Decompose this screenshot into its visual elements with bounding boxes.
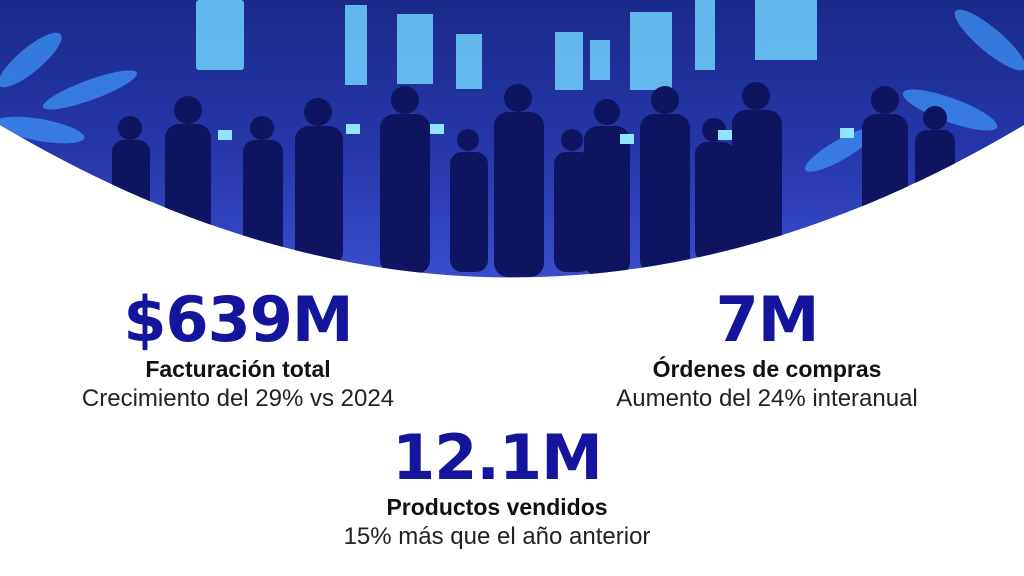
stat-card: 7M Órdenes de compras Aumento del 24% in…: [537, 285, 997, 415]
stat-value: 7M: [715, 283, 820, 356]
stat-card: 12.1M Productos vendidos 15% más que el …: [267, 423, 727, 553]
crowd-scene: [0, 0, 1024, 278]
stat-value: $639M: [123, 283, 353, 356]
screens: [196, 0, 817, 90]
stat-note: Crecimiento del 29% vs 2024: [81, 385, 395, 412]
stat-card: $639M Facturación total Crecimiento del …: [8, 285, 468, 415]
stat-value: 12.1M: [392, 421, 603, 494]
stat-note: 15% más que el año anterior: [343, 523, 651, 550]
hero-illustration: [0, 0, 1024, 278]
stat-label: Facturación total: [145, 356, 331, 382]
leaves: [0, 9, 1024, 172]
stat-note: Aumento del 24% interanual: [616, 385, 918, 412]
stat-label: Productos vendidos: [386, 494, 608, 520]
tablets: [218, 124, 854, 144]
stat-label: Órdenes de compras: [652, 356, 882, 382]
